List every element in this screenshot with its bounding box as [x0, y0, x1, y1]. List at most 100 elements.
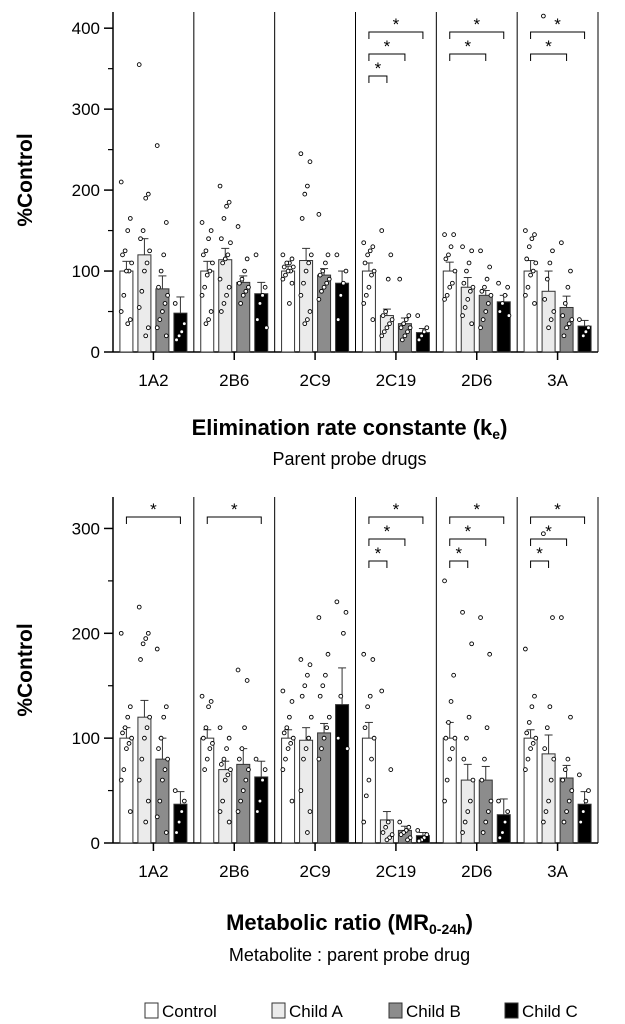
significance-bracket [368, 75, 388, 83]
data-point [578, 819, 584, 825]
data-point [569, 317, 575, 322]
data-point [335, 735, 341, 741]
data-point [469, 248, 474, 254]
data-point [217, 183, 223, 189]
data-point [421, 329, 427, 335]
data-point [562, 301, 568, 306]
data-point [561, 333, 567, 339]
data-point [225, 252, 231, 258]
data-point [544, 276, 550, 282]
data-point [160, 309, 165, 314]
data-point [447, 284, 453, 290]
data-point [565, 756, 571, 762]
data-point [478, 615, 483, 620]
data-point [239, 746, 245, 751]
data-point [203, 725, 209, 731]
data-point [319, 288, 324, 294]
x-tick-label: 2C9 [299, 862, 330, 881]
data-point [361, 819, 367, 825]
data-point [550, 615, 555, 620]
data-point [586, 325, 591, 331]
data-point [543, 809, 549, 814]
bar [281, 737, 296, 844]
data-point [257, 798, 263, 804]
bar [361, 270, 376, 353]
significance-bracket [530, 516, 586, 524]
data-point [405, 837, 410, 843]
x-tick-label: 2C19 [376, 862, 417, 881]
data-point [124, 746, 129, 751]
data-point [280, 688, 286, 694]
data-point [542, 297, 548, 302]
data-point [202, 284, 207, 290]
data-point [533, 260, 539, 266]
data-point [217, 809, 223, 814]
data-point [219, 762, 224, 767]
data-point [559, 240, 564, 246]
data-point [480, 317, 486, 322]
legend-label: Control [162, 1002, 217, 1021]
data-point [308, 252, 314, 258]
data-point [397, 276, 403, 282]
data-point [288, 741, 294, 746]
bar [299, 260, 314, 353]
data-point [203, 321, 209, 327]
data-point [388, 767, 394, 772]
data-point [240, 788, 246, 793]
x-tick-label: 2B6 [219, 371, 249, 390]
data-point [147, 714, 152, 720]
data-point [366, 284, 372, 290]
data-point [564, 809, 569, 814]
data-point [564, 325, 569, 331]
data-point [370, 317, 376, 322]
data-point [496, 280, 501, 286]
data-point [462, 305, 468, 310]
data-point [383, 824, 388, 830]
significance-star: * [150, 500, 157, 519]
data-point [460, 244, 465, 250]
data-point [415, 828, 421, 833]
chart-subtitle: Metabolite : parent probe drug [229, 945, 470, 965]
data-point [365, 704, 370, 710]
data-point [371, 268, 377, 274]
data-point [320, 268, 326, 274]
x-tick-label: 3A [547, 371, 568, 390]
data-point [226, 735, 232, 741]
x-tick-label: 2C9 [299, 371, 330, 390]
data-point [317, 272, 323, 278]
data-point [442, 798, 447, 804]
data-point [207, 268, 213, 274]
data-point [239, 276, 245, 282]
data-point [334, 599, 340, 605]
data-point [488, 292, 494, 298]
significance-star: * [473, 15, 480, 34]
data-point [424, 325, 430, 331]
data-point [487, 264, 492, 270]
data-point [442, 297, 447, 302]
data-point [323, 672, 328, 678]
significance-bracket [368, 538, 406, 546]
data-point [548, 317, 554, 322]
x-tick-label: 3A [547, 862, 568, 881]
significance-star: * [554, 15, 561, 34]
data-point [289, 256, 295, 262]
data-point [307, 159, 313, 165]
data-point [217, 276, 223, 282]
data-point [580, 809, 586, 814]
data-point [398, 832, 404, 837]
bar [218, 259, 233, 353]
data-point [444, 292, 450, 298]
data-point [363, 793, 369, 799]
data-point [583, 329, 589, 335]
data-point [380, 830, 386, 835]
data-point [316, 615, 322, 620]
legend-swatch [504, 1002, 519, 1019]
data-point [406, 313, 412, 318]
data-point [446, 720, 451, 725]
data-point [244, 256, 250, 262]
data-point [160, 777, 165, 783]
data-point [174, 337, 179, 343]
data-point [118, 309, 124, 314]
data-point [199, 220, 205, 225]
data-point [181, 321, 187, 327]
